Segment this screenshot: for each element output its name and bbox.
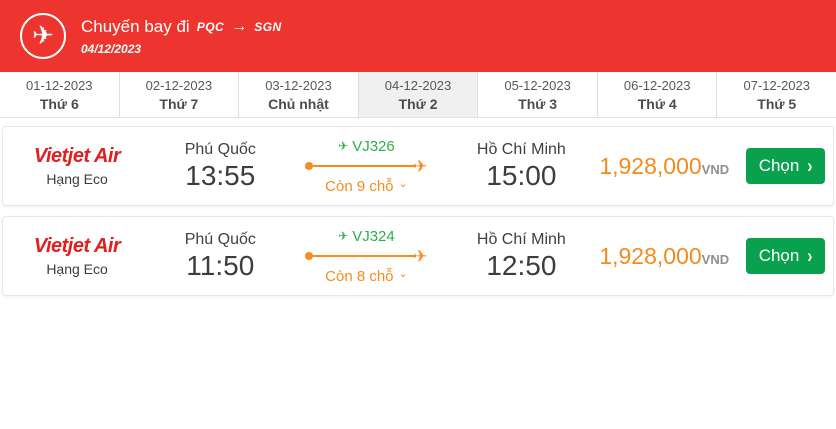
- currency-label: VND: [701, 161, 730, 177]
- route-plane-icon: ✈: [413, 246, 428, 266]
- chevron-right-icon: ›: [807, 244, 813, 268]
- arrival-column: Hồ Chí Minh 12:50: [443, 231, 599, 282]
- tab-day-label: Thứ 6: [39, 95, 79, 112]
- select-flight-button[interactable]: Chọn ›: [746, 148, 826, 184]
- date-tab-bar: 01-12-2023 Thứ 6 02-12-2023 Thứ 7 03-12-…: [0, 72, 836, 118]
- tab-date-label: 03-12-2023: [265, 77, 332, 93]
- price-column: 1,928,000VND: [599, 153, 745, 180]
- seats-left-toggle[interactable]: Còn 8 chỗ ⌄: [325, 268, 408, 285]
- price-value: 1,928,000: [599, 242, 702, 269]
- departure-time: 13:55: [185, 159, 256, 191]
- flight-number: ✈ VJ326: [338, 138, 395, 155]
- departure-column: Phú Quốc 11:50: [151, 231, 289, 282]
- origin-code: PQC: [196, 19, 225, 34]
- tab-day-label: Chủ nhật: [268, 95, 329, 112]
- route-line-graphic: ✈: [305, 158, 427, 175]
- airline-column: Vietjet Air Hạng Eco: [3, 235, 151, 277]
- price-value: 1,928,000: [599, 152, 702, 179]
- chevron-down-icon: ⌄: [398, 267, 408, 280]
- route-origin-dot-icon: [305, 162, 314, 170]
- tab-date-label: 01-12-2023: [26, 77, 93, 93]
- date-tab-01-12[interactable]: 01-12-2023 Thứ 6: [0, 72, 120, 117]
- arrival-city: Hồ Chí Minh: [476, 230, 566, 248]
- tab-date-label: 02-12-2023: [145, 77, 213, 93]
- flight-row-vj326: Vietjet Air Hạng Eco Phú Quốc 13:55 ✈ VJ…: [2, 126, 834, 206]
- plane-icon: ✈: [32, 20, 54, 50]
- tab-date-label: 06-12-2023: [623, 77, 691, 93]
- tab-date-label: 05-12-2023: [504, 77, 571, 93]
- small-plane-icon: ✈: [338, 229, 349, 243]
- date-tab-06-12[interactable]: 06-12-2023 Thứ 4: [597, 72, 718, 117]
- flight-row-vj324: Vietjet Air Hạng Eco Phú Quốc 11:50 ✈ VJ…: [2, 216, 834, 296]
- departure-time: 11:50: [186, 249, 255, 281]
- flight-number: ✈ VJ324: [338, 228, 395, 245]
- date-tab-02-12[interactable]: 02-12-2023 Thứ 7: [119, 72, 240, 117]
- fare-class-label: Hạng Eco: [46, 171, 108, 187]
- date-tab-07-12[interactable]: 07-12-2023 Thứ 5: [717, 72, 836, 117]
- plane-circle-icon: ✈: [20, 13, 66, 59]
- select-flight-button[interactable]: Chọn ›: [746, 238, 826, 274]
- tab-day-label: Thứ 2: [398, 95, 438, 112]
- route-origin-dot-icon: [305, 252, 314, 260]
- arrival-time: 15:00: [486, 159, 557, 191]
- flight-number-label: VJ326: [352, 137, 395, 155]
- fare-class-label: Hạng Eco: [46, 261, 108, 277]
- seats-left-label: Còn 9 chỗ: [325, 177, 394, 195]
- select-button-label: Chọn: [758, 156, 800, 175]
- page-title: Chuyến bay đi: [81, 16, 190, 36]
- vietjet-logo: Vietjet Air: [33, 235, 121, 257]
- selected-flight-date: 04/12/2023: [81, 41, 142, 56]
- departure-city: Phú Quốc: [184, 140, 256, 158]
- arrival-column: Hồ Chí Minh 15:00: [443, 141, 599, 192]
- tab-date-label: 07-12-2023: [743, 77, 811, 93]
- departure-column: Phú Quốc 13:55: [151, 141, 289, 192]
- chevron-right-icon: ›: [807, 154, 813, 178]
- currency-label: VND: [701, 251, 730, 267]
- tab-day-label: Thứ 4: [637, 95, 677, 112]
- route-column: ✈ VJ324 ✈ Còn 8 chỗ ⌄: [289, 228, 443, 285]
- arrival-city: Hồ Chí Minh: [476, 140, 566, 158]
- destination-code: SGN: [254, 19, 282, 34]
- small-plane-icon: ✈: [338, 139, 349, 153]
- route-plane-icon: ✈: [413, 156, 428, 176]
- select-column: Chọn ›: [745, 238, 833, 274]
- airline-column: Vietjet Air Hạng Eco: [3, 145, 151, 187]
- tab-day-label: Thứ 3: [518, 95, 558, 112]
- tab-date-label: 04-12-2023: [384, 77, 452, 93]
- route-column: ✈ VJ326 ✈ Còn 9 chỗ ⌄: [289, 138, 443, 195]
- seats-left-toggle[interactable]: Còn 9 chỗ ⌄: [325, 178, 408, 195]
- flight-results-list: Vietjet Air Hạng Eco Phú Quốc 13:55 ✈ VJ…: [0, 118, 836, 296]
- flight-header: ✈ Chuyến bay đi PQC → SGN 04/12/2023: [0, 0, 836, 72]
- vietjet-logo: Vietjet Air: [33, 145, 121, 167]
- date-tab-05-12[interactable]: 05-12-2023 Thứ 3: [478, 72, 598, 117]
- route-line-icon: [313, 255, 417, 257]
- date-tab-03-12[interactable]: 03-12-2023 Chủ nhật: [239, 72, 359, 117]
- date-tab-04-12-selected[interactable]: 04-12-2023 Thứ 2: [358, 72, 479, 117]
- arrival-time: 12:50: [486, 249, 557, 281]
- route-line-graphic: ✈: [305, 248, 427, 265]
- select-column: Chọn ›: [745, 148, 833, 184]
- flight-number-label: VJ324: [352, 227, 395, 245]
- header-text: Chuyến bay đi PQC → SGN 04/12/2023: [81, 17, 282, 56]
- chevron-down-icon: ⌄: [398, 177, 408, 190]
- select-button-label: Chọn: [758, 246, 800, 265]
- price-column: 1,928,000VND: [599, 243, 745, 270]
- departure-city: Phú Quốc: [184, 230, 256, 248]
- route-line-icon: [313, 165, 417, 167]
- tab-day-label: Thứ 7: [159, 95, 199, 112]
- tab-day-label: Thứ 5: [757, 95, 797, 112]
- route-arrow-icon: →: [231, 17, 248, 35]
- seats-left-label: Còn 8 chỗ: [325, 267, 394, 285]
